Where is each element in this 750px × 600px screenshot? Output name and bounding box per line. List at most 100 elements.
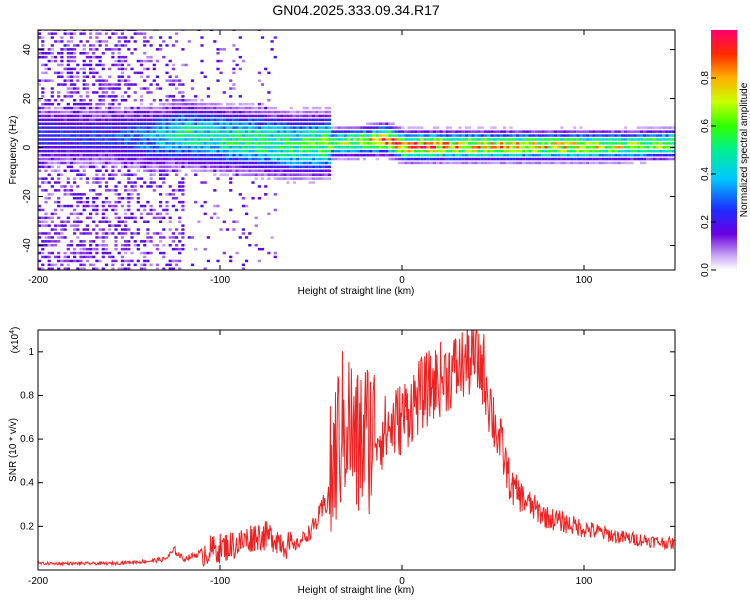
heatmap-cell (582, 157, 586, 161)
heatmap-cell (44, 142, 48, 145)
heatmap-cell (531, 138, 535, 141)
heatmap-cell (318, 157, 322, 161)
heatmap-cell (248, 110, 252, 114)
heatmap-cell (426, 142, 430, 145)
heatmap-cell (283, 134, 287, 137)
heatmap-cell (369, 146, 373, 149)
heatmap-cell (496, 142, 500, 145)
heatmap-cell (276, 177, 281, 180)
heatmap-cell (66, 263, 70, 267)
heatmap-cell (283, 157, 287, 161)
heatmap-cell (92, 83, 96, 86)
heatmap-cell (114, 157, 118, 161)
heatmap-cell (108, 118, 112, 122)
heatmap-cell (582, 130, 586, 133)
heatmap-cell (136, 153, 140, 157)
heatmap-cell (503, 130, 507, 133)
heatmap-cell (407, 138, 411, 141)
heatmap-cell (554, 138, 558, 141)
heatmap-cell (334, 149, 338, 153)
heatmap-cell (133, 153, 137, 157)
heatmap-cell (114, 118, 118, 122)
heatmap-cell (69, 91, 73, 94)
heatmap-cell (490, 130, 494, 133)
heatmap-cell (225, 122, 230, 125)
heatmap-cell (235, 126, 239, 129)
heatmap-cell (283, 165, 287, 169)
heatmap-cell (143, 67, 147, 71)
heatmap-cell (95, 197, 99, 200)
heatmap-cell (299, 146, 303, 149)
heatmap-cell (627, 161, 631, 165)
heatmap-cell (636, 130, 640, 133)
heatmap-cell (200, 71, 204, 75)
heatmap-cell (139, 204, 144, 208)
heatmap-cell (260, 247, 265, 251)
heatmap-cell (104, 32, 109, 35)
heatmap-cell (566, 134, 570, 137)
heatmap-cell (139, 263, 144, 267)
heatmap-cell (47, 102, 51, 106)
heatmap-cell (518, 134, 523, 137)
heatmap-cell (44, 52, 48, 55)
heatmap-cell (541, 134, 545, 137)
heatmap-cell (120, 75, 124, 78)
heatmap-cell (302, 169, 306, 172)
heatmap-cell (178, 153, 182, 157)
heatmap-cell (461, 157, 465, 161)
heatmap-cell (66, 122, 70, 125)
heatmap-cell (576, 149, 580, 153)
heatmap-cell (92, 48, 96, 51)
heatmap-cell (579, 126, 583, 129)
heatmap-cell (38, 122, 42, 125)
heatmap-cell (143, 149, 147, 153)
heatmap-cell (168, 153, 172, 157)
heatmap-cell (369, 130, 373, 133)
heatmap-cell (127, 40, 131, 43)
heatmap-cell (356, 149, 360, 153)
heatmap-cell (557, 130, 561, 133)
heatmap-cell (38, 149, 42, 153)
heatmap-cell (117, 130, 121, 133)
heatmap-cell (471, 153, 475, 157)
heatmap-cell (260, 169, 265, 172)
heatmap-cell (366, 134, 370, 137)
heatmap-cell (92, 200, 96, 204)
heatmap-cell (219, 71, 223, 75)
heatmap-cell (60, 224, 64, 227)
heatmap-cell (241, 161, 245, 165)
heatmap-cell (222, 149, 226, 153)
heatmap-cell (225, 102, 230, 106)
heatmap-cell (235, 122, 239, 125)
heatmap-cell (225, 153, 230, 157)
heatmap-cell (213, 134, 217, 137)
heatmap-cell (178, 118, 182, 122)
heatmap-cell (146, 185, 150, 188)
heatmap-cell (44, 177, 48, 180)
heatmap-cell (178, 138, 182, 141)
heatmap-cell (407, 142, 411, 145)
heatmap-cell (60, 161, 64, 165)
heatmap-cell (181, 149, 185, 153)
heatmap-cell (455, 134, 459, 137)
heatmap-cell (168, 118, 172, 122)
heatmap-cell (442, 138, 446, 141)
heatmap-cell (44, 240, 48, 243)
heatmap-cell (143, 130, 147, 133)
heatmap-cell (200, 149, 204, 153)
heatmap-cell (133, 232, 137, 235)
heatmap-cell (276, 165, 281, 169)
heatmap-cell (375, 126, 379, 129)
heatmap-cell (57, 52, 61, 55)
heatmap-cell (92, 91, 96, 94)
heatmap-cell (356, 130, 360, 133)
heatmap-cell (38, 52, 42, 55)
heatmap-cell (560, 153, 564, 157)
heatmap-cell (111, 87, 115, 90)
heatmap-cell (50, 228, 54, 231)
heatmap-cell (63, 142, 67, 145)
heatmap-cell (254, 110, 258, 114)
heatmap-cell (133, 240, 137, 243)
heatmap-cell (229, 126, 233, 129)
heatmap-cell (98, 138, 102, 141)
